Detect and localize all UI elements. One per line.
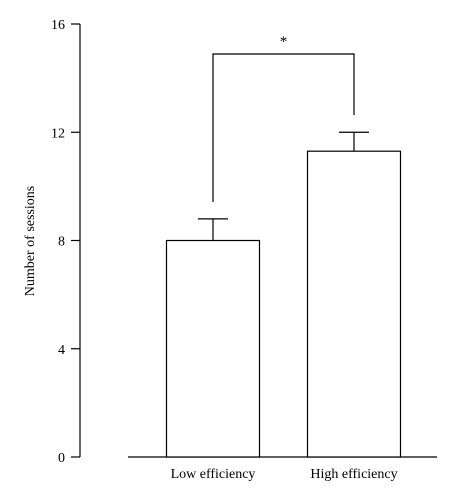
y-tick-label: 16	[51, 18, 65, 33]
bars	[165, 150, 402, 458]
significance-bracket-group: *	[212, 34, 355, 202]
significance-label: *	[280, 34, 288, 50]
error-bars	[198, 131, 369, 241]
bar-high-efficiency	[306, 150, 402, 458]
x-axis: Low efficiency High efficiency	[128, 456, 437, 482]
y-tick-label: 8	[58, 235, 65, 250]
y-tick-label: 4	[58, 343, 65, 358]
x-category-label: Low efficiency	[171, 467, 256, 482]
y-axis-title: Number of sessions	[23, 186, 38, 296]
y-axis: 0 4 8 12 16	[51, 18, 81, 466]
y-tick-label: 12	[51, 126, 65, 141]
y-tick-label: 0	[58, 451, 65, 466]
x-category-label: High efficiency	[310, 467, 397, 482]
bar-low-efficiency	[165, 239, 261, 458]
significance-bracket	[212, 53, 355, 202]
